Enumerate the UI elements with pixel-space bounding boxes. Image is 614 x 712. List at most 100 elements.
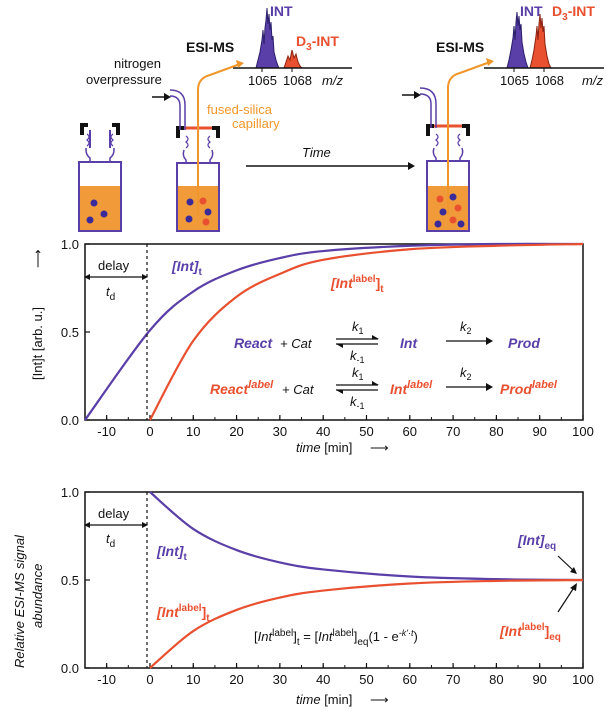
nitrogen-tube-left-inner xyxy=(169,95,181,130)
chart-1-x-axis-arrow: ⟶ xyxy=(370,440,389,455)
x-tick-label: 40 xyxy=(316,424,330,439)
reaction-2-equilibrium-arrows xyxy=(336,381,379,394)
spectrum-right-mz: m/z xyxy=(582,73,603,88)
reaction-1-k1: k1 xyxy=(352,319,364,336)
time-arrow xyxy=(246,162,415,170)
x-tick-label: 0 xyxy=(146,672,153,687)
spectrum-right-int-label: INT xyxy=(520,3,543,19)
nitrogen-arrow-right xyxy=(402,91,421,99)
x-tick-label: 100 xyxy=(572,424,594,439)
spectrum-right-1068: 1068 xyxy=(535,73,564,88)
x-tick-label: -10 xyxy=(97,672,116,687)
chart-1-y-axis-arrow: ⟶ xyxy=(30,249,45,268)
reaction-2-forward-arrow xyxy=(446,383,493,391)
time-label: Time xyxy=(302,145,331,160)
chart-2-y-axis-label-line2: abundance xyxy=(30,564,45,628)
chart-2-x-axis-arrow: ⟶ xyxy=(370,692,389,707)
spectrum-left-int-label: INT xyxy=(270,3,293,19)
x-tick-label: 10 xyxy=(186,424,200,439)
nitrogen-label: nitrogen xyxy=(114,56,161,71)
y-tick-label: 0.5 xyxy=(61,573,79,588)
x-tick-label: -10 xyxy=(97,424,116,439)
reaction-1-forward-arrow xyxy=(446,337,493,345)
spectrum-left: INT D3-INT 1065 1068 m/z xyxy=(233,3,352,88)
x-tick-label: 10 xyxy=(186,672,200,687)
reaction-2-react: Reactlabel xyxy=(210,379,274,397)
nitrogen-tube-right-inner xyxy=(419,93,432,128)
reaction-2-km1: k-1 xyxy=(350,394,365,411)
chart-2-td-label: td xyxy=(106,531,115,550)
capillary-right xyxy=(447,61,491,215)
chart-1-label-series-label: [Intlabel]t xyxy=(330,274,384,295)
int-label-series-line xyxy=(149,578,584,669)
reaction-2-prod: Prodlabel xyxy=(500,379,558,397)
x-tick-label: 20 xyxy=(229,424,243,439)
spectrum-right-1065: 1065 xyxy=(500,73,529,88)
x-tick-label: 20 xyxy=(229,672,243,687)
int-series-line xyxy=(84,242,584,421)
spectrum-right-int-peak xyxy=(506,11,529,69)
spectrum-right-d3-peak xyxy=(529,13,552,69)
capillary-middle xyxy=(197,63,241,215)
y-tick-label: 0.5 xyxy=(61,325,79,340)
chart-1-delay-arrow xyxy=(84,274,148,280)
capillary-middle-arrowhead xyxy=(236,60,244,68)
int-series-line xyxy=(149,491,584,582)
chart-2-delay-arrow xyxy=(84,522,148,528)
int-label-series-line xyxy=(148,242,584,421)
chart-2-label-series-label: [Intlabel]t xyxy=(156,603,210,624)
x-tick-label: 30 xyxy=(273,672,287,687)
chart-2-eq-int-arrow xyxy=(557,555,577,574)
capillary-right-arrowhead xyxy=(486,58,494,66)
reaction-1-int: Int xyxy=(400,335,418,351)
x-tick-label: 70 xyxy=(446,672,460,687)
spectrum-left-1068: 1068 xyxy=(283,73,312,88)
y-tick-label: 0.0 xyxy=(61,661,79,676)
chart-2-x-axis-label: time [min] xyxy=(296,692,352,707)
x-tick-label: 80 xyxy=(489,424,503,439)
chart-2-eq-label-label: [Intlabel]eq xyxy=(499,622,561,643)
chart-2: -10 0 10 20 30 40 50 60 70 80 90 100 0.0 0.5 1.0 delay… xyxy=(12,485,594,707)
spectrum-left-1065: 1065 xyxy=(248,73,277,88)
experimental-scheme: INT D3-INT 1065 1068 m/z ESI-MS INT D3-I… xyxy=(78,3,604,232)
chart-2-y-axis-label-line1: Relative ESI-MS signal xyxy=(12,534,27,668)
vial-1-solution xyxy=(80,186,120,230)
spectrum-right: INT D3-INT 1065 1068 m/z xyxy=(484,3,604,88)
chart-2-formula: [Intlabel]t = [Intlabel]eq(1 - e-k'·t) xyxy=(254,628,418,648)
chart-1-y-axis-label: [Int]t [arb. u.] xyxy=(30,307,45,380)
reaction-1-equilibrium-arrows xyxy=(336,335,379,348)
spectrum-right-d3-label: D3-INT xyxy=(552,3,595,23)
y-tick-label: 1.0 xyxy=(61,237,79,252)
spectrum-left-d3-peak xyxy=(283,49,304,69)
chart-1-td-label: td xyxy=(106,284,115,303)
x-tick-label: 90 xyxy=(532,672,546,687)
vial-1 xyxy=(78,123,122,232)
esi-ms-left-label: ESI-MS xyxy=(186,39,234,55)
chart-1-delay-label: delay xyxy=(98,258,130,273)
chart-1-x-axis-label: time [min] xyxy=(296,440,352,455)
x-tick-label: 80 xyxy=(489,672,503,687)
reaction-1-prod: Prod xyxy=(508,335,540,351)
spectrum-left-d3-label: D3-INT xyxy=(296,33,339,53)
nitrogen-tube-left xyxy=(169,89,186,130)
reaction-1-react: React xyxy=(234,335,273,351)
spectrum-left-mz: m/z xyxy=(322,73,343,88)
y-tick-label: 1.0 xyxy=(61,485,79,500)
fused-silica-label: fused-silica xyxy=(207,102,273,117)
y-tick-label: 0.0 xyxy=(61,413,79,428)
chart-1-int-series-label: [Int]t xyxy=(171,258,202,278)
x-tick-label: 60 xyxy=(403,672,417,687)
reaction-1-k2: k2 xyxy=(460,319,472,336)
x-tick-label: 60 xyxy=(403,424,417,439)
x-tick-label: 90 xyxy=(532,424,546,439)
reaction-2-int: Intlabel xyxy=(390,379,433,397)
nitrogen-arrow-left xyxy=(152,93,171,101)
x-tick-label: 0 xyxy=(146,424,153,439)
x-tick-label: 40 xyxy=(316,672,330,687)
reaction-2-k2: k2 xyxy=(460,365,472,382)
capillary-label: capillary xyxy=(232,116,280,131)
reaction-2-cat: + Cat xyxy=(282,382,315,397)
reaction-1-km1: k-1 xyxy=(350,348,365,365)
x-tick-label: 50 xyxy=(359,672,373,687)
chart-2-int-series-label: [Int]t xyxy=(156,543,187,563)
